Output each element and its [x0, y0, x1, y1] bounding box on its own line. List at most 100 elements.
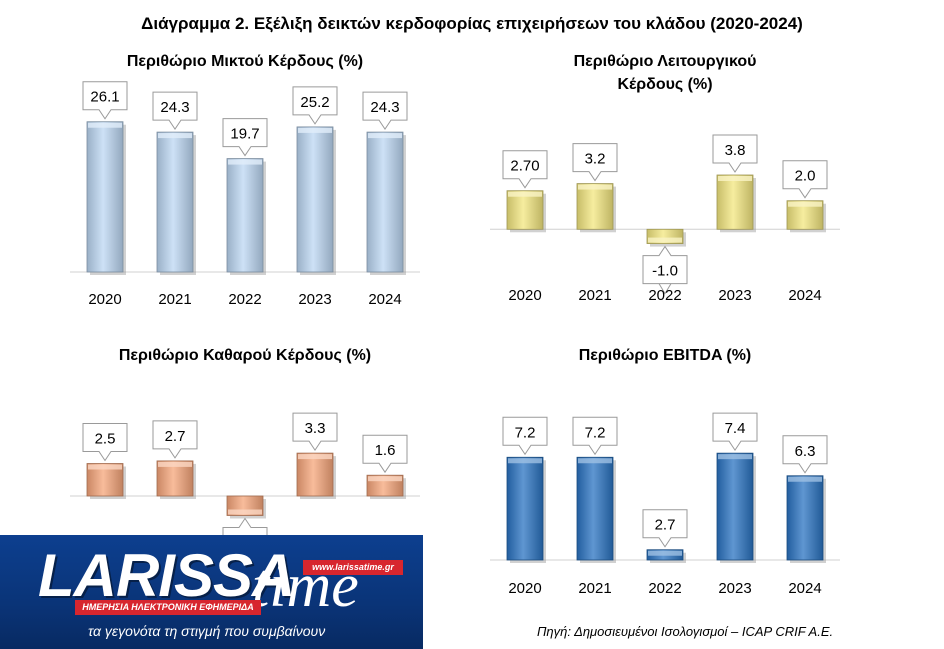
bar-2024 — [786, 200, 826, 233]
chart-title-gross-margin: Περιθώριο Μικτού Κέρδους (%) — [126, 53, 364, 70]
bar-2024 — [366, 131, 406, 275]
bar-rect — [86, 121, 124, 273]
bar-2024 — [366, 474, 406, 499]
svg-text:6.3: 6.3 — [795, 443, 816, 460]
logo-wordmark: LARISSA — [38, 542, 295, 609]
data-label-2020: 7.2 — [502, 416, 548, 456]
tick-label-2024: 2024 — [368, 291, 401, 308]
tick-label-2022: 2022 — [648, 580, 681, 597]
data-label-2022: 19.7 — [222, 118, 268, 157]
tick-label-2023: 2023 — [718, 287, 751, 304]
bar-2021 — [156, 131, 196, 275]
tick-label-2021: 2021 — [578, 287, 611, 304]
chart-title-operating-margin: Περιθώριο Λειτουργικού Κέρδους (%) — [490, 50, 840, 96]
tick-label-2020: 2020 — [508, 287, 541, 304]
tick-label-2020: 2020 — [508, 580, 541, 597]
data-label-2023: 7.4 — [712, 412, 758, 452]
bar-2023 — [716, 174, 756, 233]
data-label-2024: 24.3 — [362, 91, 408, 130]
bar-rect — [506, 190, 544, 230]
tick-label-2021: 2021 — [158, 291, 191, 308]
chart-ebitda-margin: 7.2 2020 7.2 2021 2.7 2022 7.4 2023 6.3 2024 — [490, 412, 840, 597]
bar-2023 — [716, 452, 756, 563]
svg-text:2.7: 2.7 — [655, 517, 676, 534]
data-label-2023: 25.2 — [292, 86, 338, 125]
data-label-2023: 3.3 — [292, 412, 338, 452]
chart-operating-margin: 2.70 2020 3.2 2021 -1.0 2022 3.8 2023 2.0 2024 — [490, 134, 840, 304]
bar-2023 — [296, 126, 336, 275]
svg-text:19.7: 19.7 — [230, 126, 259, 143]
bar-2020 — [86, 121, 126, 276]
svg-text:24.3: 24.3 — [370, 99, 399, 116]
tick-label-2020: 2020 — [88, 291, 121, 308]
data-label-2021: 3.2 — [572, 143, 618, 182]
data-label-2021: 7.2 — [572, 416, 618, 456]
chart-net-margin: 2.52.7-1.53.31.6 — [70, 412, 420, 567]
svg-text:2.0: 2.0 — [795, 168, 816, 185]
bar-rect — [716, 452, 754, 561]
data-label-2024: 1.6 — [362, 434, 408, 474]
svg-text:7.4: 7.4 — [725, 420, 746, 437]
tick-label-2024: 2024 — [788, 287, 821, 304]
tick-label-2021: 2021 — [578, 580, 611, 597]
bar-rect — [506, 456, 544, 561]
logo-url[interactable]: www.larissatime.gr — [303, 560, 403, 575]
svg-text:3.8: 3.8 — [725, 142, 746, 159]
svg-text:7.2: 7.2 — [515, 424, 536, 441]
bar-rect — [786, 475, 824, 561]
data-label-2022: 2.7 — [642, 509, 688, 548]
chart-title-operating-margin-line2: Κέρδους (%) — [617, 76, 713, 93]
page-title: Διάγραμμα 2. Εξέλιξη δεικτών κερδοφορίας… — [141, 14, 803, 33]
bar-2022 — [226, 158, 266, 275]
bar-2023 — [296, 452, 336, 499]
data-label-2020: 26.1 — [82, 81, 128, 120]
data-label-2020: 2.70 — [502, 150, 548, 189]
bar-2022 — [226, 495, 266, 519]
tick-label-2022: 2022 — [228, 291, 261, 308]
svg-text:7.2: 7.2 — [585, 424, 606, 441]
tick-label-2023: 2023 — [718, 580, 751, 597]
logo-subtitle: ΗΜΕΡΗΣΙΑ ΗΛΕΚΤΡΟΝΙΚΗ ΕΦΗΜΕΡΙΔΑ — [75, 600, 261, 615]
bar-2020 — [86, 463, 126, 499]
larissatime-logo[interactable]: LARISSA time www.larissatime.gr ΗΜΕΡΗΣΙΑ… — [0, 535, 423, 649]
logo-tagline: τα γεγονότα τη στιγμή που συμβαίνουν — [88, 623, 326, 639]
bar-2022 — [646, 228, 686, 247]
data-label-2021: 24.3 — [152, 91, 198, 130]
bar-2021 — [576, 183, 616, 233]
data-label-2020: 2.5 — [82, 423, 128, 462]
data-label-2024: 6.3 — [782, 435, 828, 474]
data-label-2024: 2.0 — [782, 160, 828, 199]
svg-text:1.6: 1.6 — [375, 442, 396, 459]
tick-label-2023: 2023 — [298, 291, 331, 308]
bar-rect — [296, 126, 334, 273]
chart-title-net-margin: Περιθώριο Καθαρού Κέρδους (%) — [118, 347, 372, 364]
bar-rect — [296, 452, 334, 497]
bar-2024 — [786, 475, 826, 563]
bar-2020 — [506, 456, 546, 563]
svg-text:3.3: 3.3 — [305, 420, 326, 437]
bar-2022 — [646, 549, 686, 563]
data-label-2023: 3.8 — [712, 134, 758, 173]
tick-label-2024: 2024 — [788, 580, 821, 597]
tick-label-2022: 2022 — [648, 287, 681, 304]
svg-text:2.70: 2.70 — [510, 158, 539, 175]
bar-rect — [226, 158, 264, 273]
bar-rect — [576, 183, 614, 230]
svg-text:-1.0: -1.0 — [652, 263, 678, 280]
bar-rect — [576, 456, 614, 561]
svg-text:26.1: 26.1 — [90, 89, 119, 106]
bar-2021 — [576, 456, 616, 563]
bar-2021 — [156, 460, 196, 499]
chart-gross-margin: 26.1 2020 24.3 2021 19.7 2022 25.2 2023 24.3 2024 — [70, 81, 420, 308]
svg-text:3.2: 3.2 — [585, 151, 606, 168]
bar-rect — [366, 131, 404, 273]
data-label-2022: -1.0 — [642, 245, 688, 295]
source-note: Πηγή: Δημοσιευμένοι Ισολογισμοί – ICAP C… — [537, 624, 834, 639]
chart-title-ebitda-margin: Περιθώριο EBITDA (%) — [578, 347, 752, 364]
bar-rect — [156, 131, 194, 273]
svg-text:25.2: 25.2 — [300, 94, 329, 111]
data-label-2021: 2.7 — [152, 420, 198, 459]
chart-title-operating-margin-line1: Περιθώριο Λειτουργικού — [573, 53, 757, 70]
svg-text:24.3: 24.3 — [160, 99, 189, 116]
svg-text:2.7: 2.7 — [165, 428, 186, 445]
